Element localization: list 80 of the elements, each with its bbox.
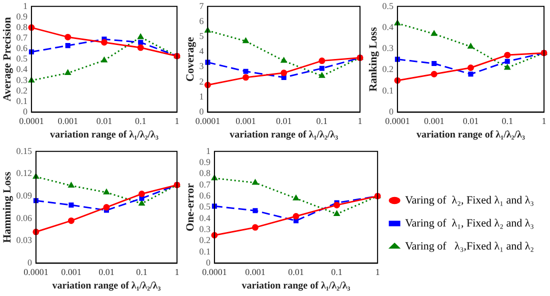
y-tick-label: 7: [199, 0, 204, 11]
y-tick-label: 0.4: [199, 212, 211, 223]
x-axis-title: variation range of λ₁/λ₂/λ₃: [52, 280, 161, 292]
x-tick-label: 0.1: [502, 116, 513, 126]
y-tick-label: 4: [199, 46, 204, 56]
x-tick-label: 1: [542, 116, 546, 126]
x-tick-label: 1: [375, 266, 380, 277]
y-tick-label: 0.3: [16, 74, 28, 85]
legend-label: Varing of λ₃,Fixed λ₁ and λ₂: [405, 240, 534, 252]
x-tick-label: 0.001: [424, 116, 444, 126]
x-tick-label: 0.0001: [195, 116, 220, 126]
y-tick-label: 0.3: [382, 43, 394, 54]
y-tick-label: 3: [199, 61, 204, 72]
y-tick-label: 5: [199, 30, 204, 41]
x-axis-title: variation range of λ₁/λ₂/λ₃: [416, 130, 525, 141]
y-tick-label: 0.4: [382, 22, 394, 32]
x-tick-label: 0.1: [134, 116, 146, 126]
y-tick-label: 0.03: [16, 235, 32, 246]
y-tick-label: 0.09: [16, 190, 32, 200]
y-tick-label: 0: [22, 106, 28, 117]
legend-label: Varing of λ₁, Fixed λ₂ and λ₃: [405, 217, 534, 230]
y-tick-label: 0.06: [16, 212, 32, 223]
x-tick-label: 0.0001: [24, 266, 48, 277]
y-tick-label: 0.1: [382, 85, 394, 96]
y-tick-label: 1: [199, 91, 204, 102]
y-tick-label: 0.7: [199, 179, 211, 190]
y-tick-label: 0.6: [199, 190, 211, 200]
y-tick-label: 0.8: [16, 22, 28, 32]
x-tick-label: 0.01: [96, 116, 112, 126]
x-tick-label: 0.001: [58, 116, 78, 126]
x-tick-label: 0.001: [245, 266, 266, 277]
y-tick-label: 0.5: [16, 54, 28, 64]
y-axis-title: One-error: [184, 183, 196, 232]
y-axis-title: Coverage: [184, 36, 196, 82]
x-tick-label: 0.01: [98, 266, 114, 277]
x-tick-label: 0.001: [61, 266, 82, 277]
y-tick-label: 0.2: [382, 64, 394, 74]
y-tick-label: 0.5: [199, 202, 211, 212]
x-tick-label: 0.1: [136, 266, 148, 277]
x-axis-title: variation range of λ₁/λ₂/λ₃: [230, 130, 338, 141]
x-tick-label: 0.01: [288, 266, 304, 277]
y-tick-label: 2: [199, 76, 204, 86]
y-tick-label: 1: [22, 0, 28, 11]
y-tick-label: 0.8: [199, 168, 211, 178]
y-axis-title: Ranking Loss: [367, 26, 380, 92]
y-tick-label: 0.12: [16, 168, 32, 178]
y-tick-label: 0.1: [199, 246, 210, 256]
y-tick-label: 0.1: [16, 96, 28, 106]
y-axis-title: Hamming Loss: [1, 170, 14, 243]
x-axis-title: variation range of λ₁/λ₂/λ₃: [242, 280, 350, 292]
y-tick-label: 0: [388, 106, 394, 117]
y-tick-label: 0.9: [199, 156, 211, 167]
y-tick-label: 0.6: [16, 43, 28, 54]
y-tick-label: 0.9: [16, 11, 28, 22]
y-tick-label: 1: [206, 146, 210, 156]
x-tick-label: 0.1: [331, 266, 342, 277]
y-tick-label: 0.15: [16, 146, 32, 156]
x-axis-title: variation range of λ₁/λ₂/λ₃: [50, 130, 158, 141]
y-tick-label: 0.2: [199, 235, 210, 246]
x-tick-label: 0.0001: [385, 116, 410, 126]
x-tick-label: 0.001: [236, 116, 256, 126]
x-tick-label: 0.01: [462, 116, 479, 126]
x-tick-label: 1: [358, 116, 362, 126]
y-tick-label: 0: [27, 258, 32, 268]
y-tick-label: 0: [199, 106, 204, 117]
x-tick-label: 1: [174, 266, 180, 277]
y-tick-label: 0.2: [16, 85, 28, 96]
x-tick-label: 1: [174, 116, 180, 126]
y-tick-label: 0.7: [16, 32, 28, 42]
x-tick-label: 0.0001: [19, 116, 44, 126]
y-tick-label: 0.5: [382, 0, 394, 11]
y-axis-title: Average Precision: [1, 17, 14, 102]
y-tick-label: 0: [206, 258, 211, 268]
legend-label: Varing of λ₂, Fixed λ₁ and λ₃: [405, 194, 534, 206]
x-tick-label: 0.0001: [202, 266, 227, 277]
y-tick-label: 6: [199, 16, 204, 26]
y-tick-label: 0.4: [16, 64, 28, 74]
x-tick-label: 0.1: [316, 116, 328, 126]
x-tick-label: 0.01: [276, 116, 292, 126]
y-tick-label: 0.3: [199, 224, 211, 234]
